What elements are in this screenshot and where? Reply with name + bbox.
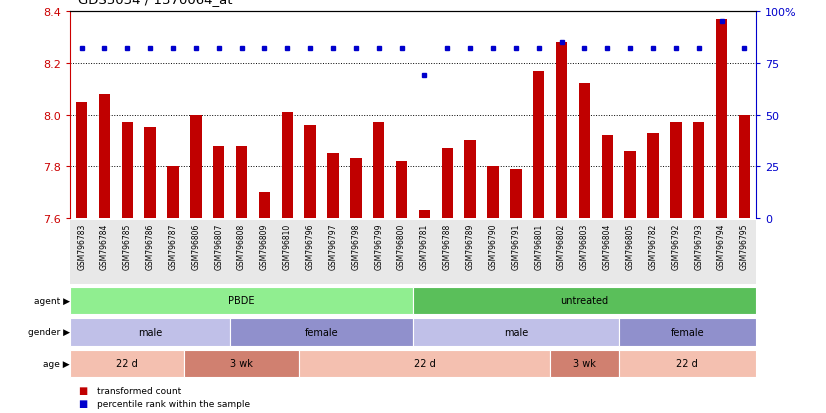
Bar [693, 123, 705, 218]
Bar [184, 350, 299, 377]
Text: GSM796799: GSM796799 [374, 223, 383, 270]
Bar [619, 318, 756, 346]
Bar [76, 102, 88, 218]
Bar [442, 149, 453, 218]
Bar [327, 154, 339, 218]
Text: GSM796809: GSM796809 [260, 223, 269, 270]
Text: 3 wk: 3 wk [573, 358, 596, 368]
Text: GSM796805: GSM796805 [625, 223, 634, 270]
Bar [168, 167, 178, 218]
Text: GSM796808: GSM796808 [237, 223, 246, 269]
Text: GSM796782: GSM796782 [648, 223, 657, 269]
Text: GSM796802: GSM796802 [557, 223, 566, 269]
Bar [413, 318, 619, 346]
Bar [510, 169, 521, 218]
Bar [533, 71, 544, 218]
Bar [373, 123, 384, 218]
Text: GSM796788: GSM796788 [443, 223, 452, 269]
Bar [579, 84, 590, 218]
Bar [550, 350, 619, 377]
Text: age ▶: age ▶ [43, 359, 69, 368]
Text: female: female [305, 327, 339, 337]
Text: GSM796781: GSM796781 [420, 223, 429, 269]
Bar [259, 192, 270, 218]
Text: GSM796810: GSM796810 [282, 223, 292, 269]
Text: 22 d: 22 d [676, 358, 698, 368]
Text: GSM796792: GSM796792 [672, 223, 681, 270]
Text: GSM796798: GSM796798 [351, 223, 360, 270]
Bar [236, 146, 247, 218]
Text: GSM796793: GSM796793 [694, 223, 703, 270]
Bar [716, 20, 727, 218]
Bar [99, 95, 110, 218]
Text: GSM796795: GSM796795 [740, 223, 749, 270]
Text: PBDE: PBDE [228, 296, 255, 306]
Bar [350, 159, 362, 218]
Text: GSM796803: GSM796803 [580, 223, 589, 270]
Text: GSM796789: GSM796789 [466, 223, 475, 270]
Text: GSM796806: GSM796806 [192, 223, 201, 270]
Bar [396, 161, 407, 218]
Bar [413, 287, 756, 314]
Text: GSM796796: GSM796796 [306, 223, 315, 270]
Bar [601, 136, 613, 218]
Text: untreated: untreated [560, 296, 609, 306]
Text: female: female [671, 327, 704, 337]
Bar [121, 123, 133, 218]
Text: 3 wk: 3 wk [230, 358, 253, 368]
Bar [145, 128, 156, 218]
Text: male: male [138, 327, 163, 337]
Bar [70, 350, 184, 377]
Bar [487, 167, 499, 218]
Bar [619, 350, 756, 377]
Text: GSM796790: GSM796790 [488, 223, 497, 270]
Text: 22 d: 22 d [116, 358, 138, 368]
Text: GSM796801: GSM796801 [534, 223, 544, 269]
Text: ■: ■ [78, 398, 88, 408]
Bar [670, 123, 681, 218]
Text: gender ▶: gender ▶ [28, 328, 69, 337]
Text: GSM796786: GSM796786 [145, 223, 154, 270]
Bar [556, 43, 567, 218]
Text: agent ▶: agent ▶ [34, 296, 69, 305]
Text: GSM796783: GSM796783 [77, 223, 86, 270]
Bar [299, 350, 550, 377]
Bar [624, 151, 636, 218]
Text: GSM796794: GSM796794 [717, 223, 726, 270]
Text: GSM796784: GSM796784 [100, 223, 109, 270]
Text: GSM796800: GSM796800 [397, 223, 406, 270]
Text: transformed count: transformed count [97, 386, 181, 394]
Bar [230, 318, 413, 346]
Bar [213, 146, 225, 218]
Bar [282, 113, 293, 218]
Bar [464, 141, 476, 218]
Text: GSM796797: GSM796797 [329, 223, 338, 270]
Text: GSM796787: GSM796787 [169, 223, 178, 270]
Bar [648, 133, 658, 218]
Bar [70, 318, 230, 346]
Text: GSM796791: GSM796791 [511, 223, 520, 270]
Text: percentile rank within the sample: percentile rank within the sample [97, 399, 249, 408]
Bar [305, 126, 316, 218]
Bar [738, 115, 750, 218]
Text: GSM796807: GSM796807 [214, 223, 223, 270]
Text: GDS5034 / 1370064_at: GDS5034 / 1370064_at [78, 0, 233, 6]
Text: ■: ■ [78, 385, 88, 395]
Text: GSM796804: GSM796804 [603, 223, 612, 270]
Bar [70, 287, 413, 314]
Text: male: male [504, 327, 528, 337]
Text: GSM796785: GSM796785 [123, 223, 132, 270]
Bar [419, 211, 430, 218]
Bar [190, 115, 202, 218]
Text: 22 d: 22 d [414, 358, 435, 368]
